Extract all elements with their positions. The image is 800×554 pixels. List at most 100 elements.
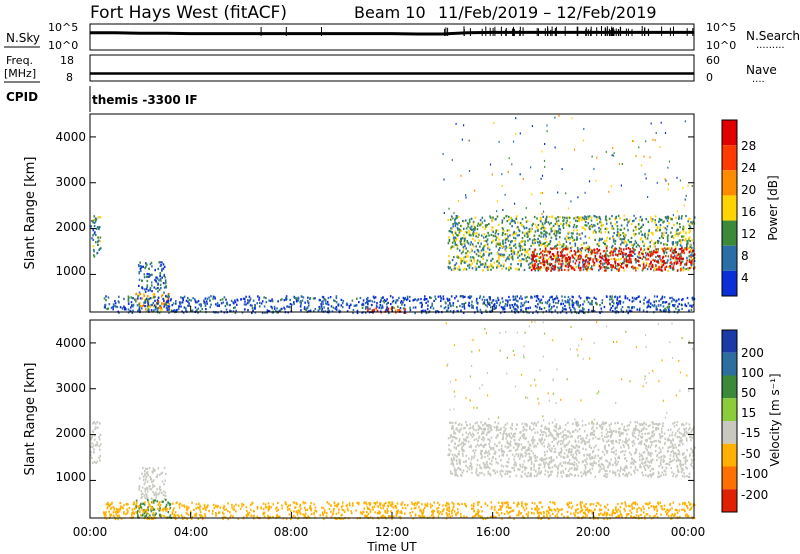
data-cell-region-3 — [682, 298, 684, 301]
data-cell-region-1 — [152, 471, 154, 474]
data-cell-region-3 — [477, 503, 479, 506]
data-cell-region-5 — [582, 216, 584, 219]
data-cell-region-5 — [518, 234, 520, 237]
data-cell-region-3 — [285, 517, 288, 521]
data-cell-region-6 — [574, 262, 577, 265]
data-cell-sparse — [515, 133, 517, 136]
data-cell-region-1 — [143, 288, 146, 291]
data-cell-region-5 — [572, 232, 574, 235]
data-cell-region-5 — [541, 243, 544, 246]
data-cell-region-3 — [506, 301, 509, 304]
data-cell-sparse — [605, 150, 607, 153]
data-cell-region-3 — [374, 511, 376, 514]
data-cell-region-3 — [472, 306, 474, 309]
data-cell-region-5 — [687, 268, 690, 271]
data-cell-region-3 — [300, 507, 302, 510]
data-cell-region-3 — [321, 309, 323, 312]
data-cell-region-3 — [328, 507, 331, 511]
data-cell-region-3 — [264, 311, 266, 314]
data-cell-region-3 — [313, 503, 316, 506]
data-cell-region-5 — [490, 259, 492, 262]
data-cell-region-2 — [149, 514, 151, 517]
data-cell-region-3 — [119, 505, 122, 508]
data-cell-region-5 — [658, 217, 661, 220]
data-cell-region-3 — [131, 297, 134, 300]
data-cell-region-2 — [161, 302, 163, 305]
data-cell-region-3 — [542, 295, 544, 298]
data-cell-region-5 — [569, 247, 572, 250]
data-cell-region-5 — [668, 266, 670, 269]
data-cell-region-3 — [402, 296, 405, 299]
data-cell-region-3 — [615, 306, 617, 309]
data-cell-region-3 — [509, 306, 512, 309]
data-cell-region-3 — [165, 509, 167, 512]
data-cell-region-1 — [163, 265, 166, 268]
data-cell-region-6 — [590, 252, 593, 255]
data-cell-region-5 — [546, 215, 548, 218]
data-cell-region-3 — [518, 297, 521, 300]
data-cell-region-3 — [603, 505, 606, 508]
data-cell-region-5 — [447, 265, 450, 269]
data-cell-region-3 — [522, 516, 525, 519]
data-cell-region-3 — [339, 310, 342, 313]
data-cell-region-3 — [584, 516, 587, 519]
data-cell-region-5 — [505, 245, 507, 248]
data-cell-region-3 — [655, 300, 657, 303]
data-cell-region-3 — [438, 503, 441, 506]
data-cell-region-3 — [395, 512, 398, 515]
data-cell-region-5 — [601, 237, 603, 240]
data-cell-region-5 — [453, 268, 455, 272]
data-cell-region-3 — [157, 302, 159, 305]
data-cell-region-5 — [627, 229, 629, 232]
data-cell-region-3 — [191, 501, 193, 504]
data-cell-region-5 — [498, 248, 500, 251]
data-cell-region-3 — [470, 504, 473, 507]
data-cell-region-3 — [431, 302, 433, 305]
data-cell-region-3 — [137, 295, 139, 298]
data-cell-region-3 — [619, 510, 621, 513]
data-cell-region-3 — [640, 513, 642, 516]
data-cell-region-5 — [590, 248, 592, 251]
data-cell-region-0 — [93, 218, 95, 221]
data-cell-region-3 — [222, 301, 225, 304]
data-cell-region-3 — [380, 297, 383, 300]
data-cell-region-5 — [616, 230, 619, 233]
data-cell-region-5 — [659, 219, 661, 222]
data-cell-region-3 — [478, 296, 481, 299]
data-cell-region-3 — [355, 509, 357, 512]
data-cell-region-2 — [148, 296, 150, 299]
data-cell-region-3 — [567, 301, 569, 304]
data-cell-region-3 — [454, 297, 456, 300]
data-cell-region-3 — [582, 303, 584, 306]
data-cell-region-3 — [236, 303, 238, 306]
data-cell-region-3 — [115, 513, 118, 516]
data-cell-region-3 — [442, 509, 444, 512]
data-cell-region-5 — [604, 218, 607, 221]
data-cell-region-3 — [666, 508, 669, 511]
data-cell-region-5 — [463, 240, 466, 243]
data-cell-region-3 — [516, 505, 519, 508]
data-cell-region-2 — [135, 499, 138, 502]
data-cell-region-3 — [310, 507, 312, 510]
data-cell-region-3 — [130, 306, 132, 309]
data-cell-region-3 — [399, 511, 401, 514]
data-cell-region-4 — [602, 438, 604, 441]
data-cell-region-3 — [147, 516, 150, 519]
data-cell-region-3 — [555, 301, 557, 305]
data-cell-region-6 — [603, 266, 605, 269]
data-cell-region-3 — [527, 300, 530, 304]
data-cell-region-5 — [479, 261, 482, 265]
data-cell-region-6 — [608, 258, 610, 261]
data-cell-region-2 — [155, 303, 158, 306]
data-cell-region-3 — [230, 514, 232, 517]
data-cell-region-5 — [581, 216, 583, 219]
data-cell-region-5 — [609, 237, 611, 240]
data-cell-sparse — [679, 179, 681, 182]
data-cell-region-1 — [138, 291, 141, 294]
data-cell-region-3 — [607, 508, 610, 511]
data-cell-region-3 — [256, 515, 259, 518]
data-cell-region-0 — [93, 448, 95, 451]
data-cell-region-5 — [654, 267, 656, 270]
data-cell-region-5 — [611, 215, 613, 218]
data-cell-region-1 — [146, 471, 148, 475]
